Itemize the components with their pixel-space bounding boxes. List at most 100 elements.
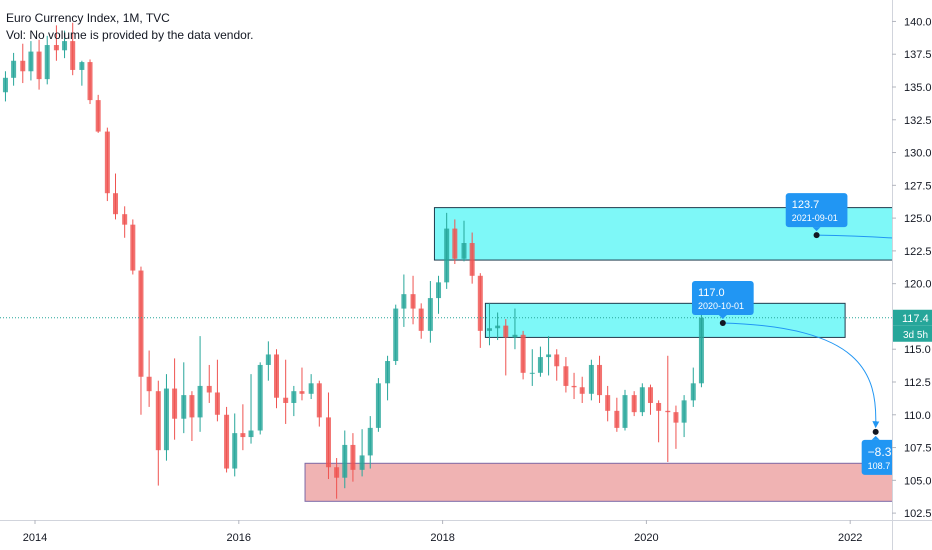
candle — [571, 372, 577, 400]
candle — [53, 25, 59, 61]
candle — [469, 232, 475, 284]
candle — [631, 391, 637, 417]
candle-body — [673, 412, 679, 423]
candle-body — [563, 366, 569, 386]
candle — [28, 41, 34, 81]
demand-zone[interactable] — [304, 462, 894, 502]
projection-2022-start-point[interactable] — [719, 319, 726, 326]
x-tick-label: 2020 — [634, 532, 658, 544]
candle — [503, 319, 509, 376]
candle — [681, 395, 687, 438]
candle — [79, 60, 85, 86]
projection-2022-end-point[interactable] — [872, 428, 879, 435]
projection-2022-start-date: 2020-10-01 — [698, 301, 744, 311]
candle — [291, 385, 297, 417]
candle-body — [2, 77, 8, 93]
candle-body — [299, 391, 305, 394]
y-tick-label: 105.0 — [904, 475, 932, 487]
candle — [299, 367, 305, 401]
candle — [240, 404, 246, 451]
candle-body — [146, 376, 152, 392]
candle — [367, 416, 373, 469]
candle — [163, 374, 169, 461]
projection-2024-start-label: 123.7 2021-09-01 — [785, 193, 848, 228]
candle-body — [605, 395, 611, 411]
candle — [325, 392, 331, 480]
last-price-badge-box — [893, 309, 932, 326]
candle-body — [512, 334, 518, 338]
candle — [62, 30, 68, 59]
candle-body — [359, 455, 365, 470]
candle — [20, 43, 26, 84]
candle-body — [401, 294, 407, 309]
candle-body — [410, 294, 416, 309]
candle — [410, 275, 416, 325]
candle — [520, 330, 526, 380]
candle-body — [155, 391, 161, 451]
y-tick-label: 107.5 — [904, 443, 932, 455]
candle — [579, 376, 585, 403]
candles-layer — [2, 22, 704, 499]
candle-body — [393, 308, 399, 362]
candle-body — [104, 131, 110, 194]
projection-2024-start-pointer — [812, 227, 821, 232]
chart-legend: Euro Currency Index, 1M, TVC Vol: No vol… — [6, 10, 253, 44]
candle — [308, 374, 314, 400]
candle — [274, 349, 280, 409]
candle-body — [224, 414, 230, 469]
candle — [605, 385, 611, 422]
candle — [155, 380, 161, 486]
candle-body — [656, 402, 662, 411]
candle — [690, 367, 696, 407]
candle-body — [546, 354, 552, 358]
candle-body — [690, 383, 696, 401]
candle — [698, 312, 704, 388]
candle — [87, 59, 93, 105]
candle — [614, 397, 620, 432]
candle-body — [36, 51, 42, 80]
candle — [401, 274, 407, 327]
candle — [197, 336, 203, 432]
candle — [639, 383, 645, 417]
candle-body — [11, 60, 17, 78]
candle-body — [698, 317, 704, 384]
candle — [36, 39, 42, 90]
y-tick-label: 112.5 — [904, 377, 931, 389]
candle-body — [427, 298, 433, 331]
candle-body — [214, 392, 220, 415]
candle — [495, 312, 501, 341]
candle-body — [248, 430, 254, 438]
candle-body — [385, 361, 391, 384]
projection-2024-start-point[interactable] — [813, 232, 820, 239]
middle-supply-zone[interactable] — [484, 302, 846, 338]
candle-body — [53, 45, 59, 51]
y-tick-label: 130.0 — [904, 148, 932, 160]
candle — [665, 355, 671, 462]
candle-body — [274, 354, 280, 398]
candle-body — [308, 383, 314, 394]
candle — [257, 362, 263, 435]
candle-body — [342, 444, 348, 478]
volume-note: Vol: No volume is provided by the data v… — [6, 28, 254, 42]
candle — [385, 355, 391, 401]
candle — [232, 413, 238, 477]
y-tick-label: 102.5 — [904, 508, 932, 520]
candle-body — [257, 364, 263, 431]
candle-body — [181, 395, 187, 419]
candle-body — [486, 328, 492, 331]
candle — [529, 349, 535, 386]
candle — [673, 405, 679, 449]
candle — [248, 374, 254, 444]
upper-supply-zone[interactable] — [433, 207, 932, 261]
candle-body — [62, 41, 68, 51]
candle-body — [375, 383, 381, 428]
candle-body — [537, 357, 543, 373]
candle-body — [579, 387, 585, 394]
candle-body — [122, 214, 128, 225]
candle-body — [138, 270, 144, 377]
candle-body — [461, 243, 467, 259]
candle-body — [291, 391, 297, 403]
candle — [2, 71, 8, 102]
